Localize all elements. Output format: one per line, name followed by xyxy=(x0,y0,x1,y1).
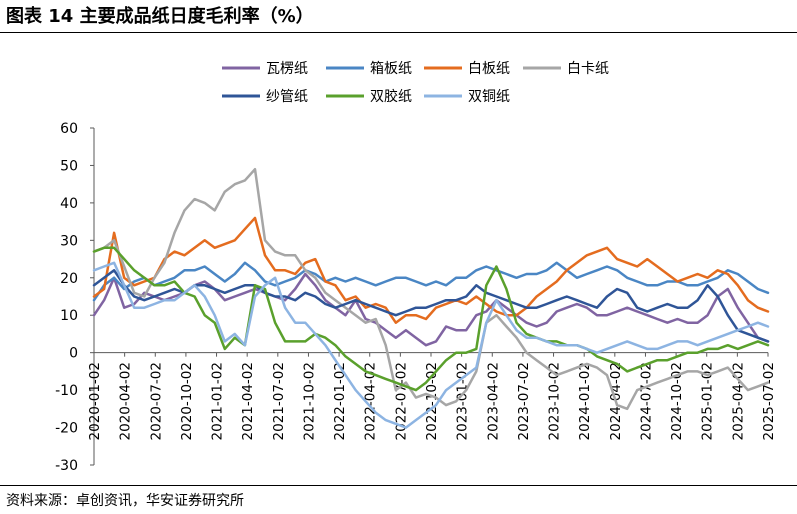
line-chart: 60 50 40 30 20 10 0 -10 -20 -30 2020-01-02 2020-04-… xyxy=(55,61,777,474)
y-tick-label: 20 xyxy=(60,271,78,287)
y-tick-label: 30 xyxy=(60,233,78,249)
x-tick-label: 2020-04-02 xyxy=(118,362,134,440)
x-tick-label: 2022-01-02 xyxy=(332,362,348,440)
legend-label: 双铜纸 xyxy=(468,89,510,105)
series-line xyxy=(92,167,770,411)
y-tick-label: 10 xyxy=(60,308,78,324)
x-tick-label: 2024-01-02 xyxy=(577,362,593,440)
chart-title: 图表 14 主要成品纸日度毛利率（%） xyxy=(6,6,314,27)
source-note: 资料来源：卓创资讯，华安证券研究所 xyxy=(6,493,244,509)
x-tick-label: 2023-07-02 xyxy=(516,362,532,440)
legend-label: 瓦楞纸 xyxy=(266,61,308,77)
x-tick-label: 2020-07-02 xyxy=(148,362,164,440)
x-tick-label: 2020-01-02 xyxy=(87,362,103,440)
footer-rule xyxy=(0,485,797,486)
y-tick-label: 0 xyxy=(69,346,78,362)
y-tick-label: -20 xyxy=(55,421,78,437)
x-tick-label: 2021-07-02 xyxy=(271,362,287,440)
x-tick-label: 2022-07-02 xyxy=(393,362,409,440)
series-line xyxy=(92,269,770,343)
legend-label: 白板纸 xyxy=(468,61,510,77)
chart-axes: 60 50 40 30 20 10 0 -10 -20 -30 2020-01-02 2020-04-… xyxy=(55,121,777,474)
series-line xyxy=(92,272,770,347)
x-tick-label: 2025-07-02 xyxy=(761,362,777,440)
y-tick-label: 40 xyxy=(60,196,78,212)
y-tick-label: 60 xyxy=(60,121,78,137)
legend-label: 白卡纸 xyxy=(567,61,609,77)
series-line xyxy=(92,246,770,392)
x-tick-label: 2025-04-02 xyxy=(730,362,746,440)
y-tick-label: 50 xyxy=(60,158,78,174)
chart-series xyxy=(92,167,770,429)
y-tick-label: -30 xyxy=(55,458,78,474)
x-tick-label: 2025-01-02 xyxy=(700,362,716,440)
series-line xyxy=(92,261,770,302)
series-line xyxy=(92,216,770,324)
title-rule xyxy=(0,32,797,33)
x-tick-label: 2023-10-02 xyxy=(547,362,563,440)
x-tick-label: 2022-04-02 xyxy=(363,362,379,440)
x-tick-label: 2023-04-02 xyxy=(485,362,501,440)
x-tick-label: 2024-07-02 xyxy=(638,362,654,440)
x-tick-label: 2021-10-02 xyxy=(301,362,317,440)
series-line xyxy=(92,261,770,429)
x-tick-label: 2020-10-02 xyxy=(179,362,195,440)
legend-label: 纱管纸 xyxy=(266,89,308,105)
x-tick-label: 2024-10-02 xyxy=(669,362,685,440)
x-tick-label: 2021-01-02 xyxy=(210,362,226,440)
legend-label: 箱板纸 xyxy=(370,61,412,77)
y-tick-label: -10 xyxy=(55,383,78,399)
legend-label: 双胶纸 xyxy=(370,88,412,105)
x-tick-label: 2021-04-02 xyxy=(240,362,256,440)
